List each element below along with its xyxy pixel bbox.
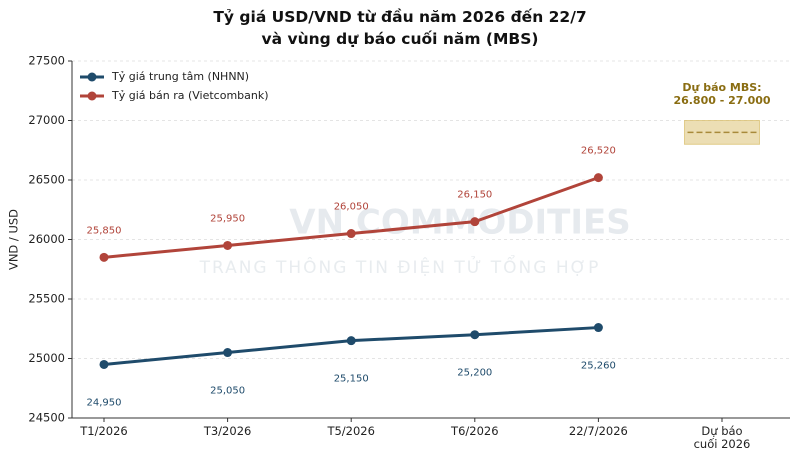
data-label: 25,200: [457, 368, 492, 379]
data-label: 26,520: [581, 146, 616, 157]
y-tick-label: 27500: [28, 54, 65, 68]
data-label: 25,950: [210, 213, 245, 224]
point: [470, 217, 480, 227]
point: [346, 229, 356, 239]
data-label: 26,150: [457, 190, 492, 201]
x-tick-label: Dự báo cuối 2026: [693, 424, 751, 451]
data-label: 26,050: [334, 202, 369, 213]
x-tick-label: T3/2026: [203, 424, 252, 438]
y-tick-label: 26000: [28, 232, 65, 246]
data-label: 24,950: [87, 397, 122, 408]
y-tick-label: 24500: [28, 411, 65, 425]
y-tick-label: 25000: [28, 351, 65, 365]
x-tick-label: T5/2026: [327, 424, 375, 438]
legend-marker: [87, 91, 97, 101]
point: [593, 173, 603, 183]
point: [223, 240, 233, 250]
x-tick-label: T6/2026: [451, 424, 499, 438]
y-axis-label: VND / USD: [7, 209, 21, 270]
y-tick-label: 25500: [28, 292, 65, 306]
forecast-band: [684, 120, 760, 145]
point: [223, 348, 233, 358]
x-tick-label: 22/7/2026: [568, 424, 628, 438]
point: [346, 336, 356, 346]
point: [470, 330, 480, 340]
x-tick-label: T1/2026: [80, 424, 128, 438]
data-label: 25,260: [581, 361, 616, 372]
legend-label: Tỷ giá bán ra (Vietcombank): [111, 89, 269, 102]
data-label: 25,850: [87, 225, 122, 236]
legend-label: Tỷ giá trung tâm (NHNN): [111, 70, 249, 83]
point: [99, 252, 109, 262]
y-tick-label: 27000: [28, 113, 65, 127]
data-label: 25,150: [334, 374, 369, 385]
chart-title: Tỷ giá USD/VND từ đầu năm 2026 đến 22/7 …: [213, 8, 587, 48]
legend-marker: [87, 72, 97, 82]
point: [593, 323, 603, 333]
watermark: TRANG THÔNG TIN ĐIỆN TỬ TỔNG HỢP: [199, 254, 601, 278]
point: [99, 359, 109, 369]
data-label: 25,050: [210, 386, 245, 397]
y-tick-label: 26500: [28, 173, 65, 187]
annotation: Dự báo MBS: 26.800 - 27.000: [673, 80, 771, 107]
